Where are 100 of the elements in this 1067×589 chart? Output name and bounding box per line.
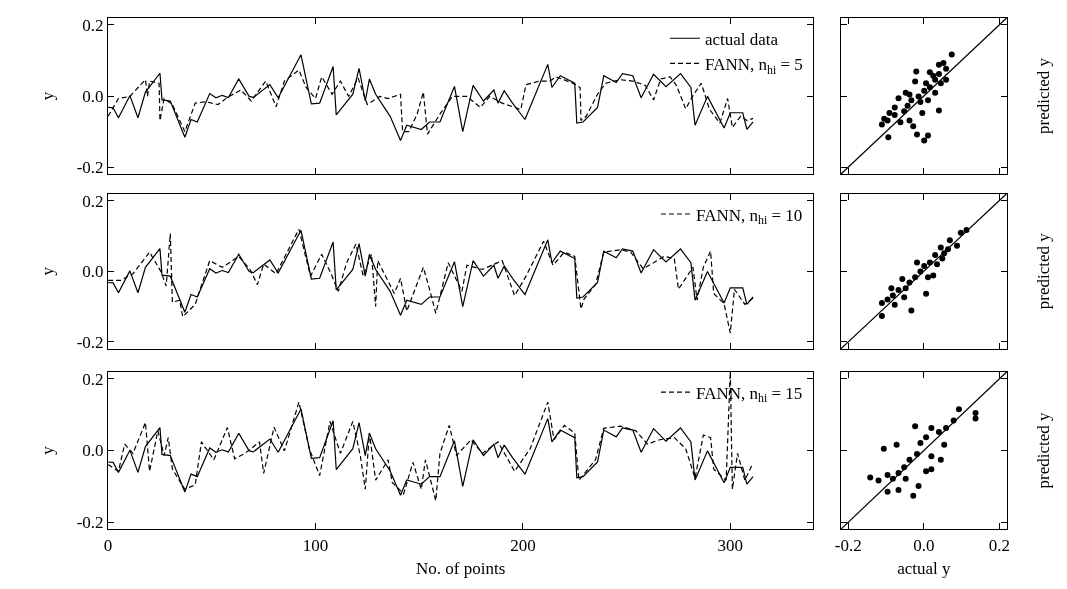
point [880,445,887,452]
point [924,274,931,281]
point [935,107,942,114]
point [928,424,935,431]
point [946,237,953,244]
point [937,244,944,251]
y-tick-label: -0.2 [76,158,104,178]
point [923,290,930,297]
point [902,89,909,96]
point [921,87,928,94]
point [972,409,979,416]
point [948,51,955,58]
point [895,286,902,293]
point [895,486,902,493]
point [891,301,898,308]
point [924,132,931,139]
legend-label: actual data [704,29,779,49]
point [928,466,935,473]
point [932,251,939,258]
point [885,134,892,141]
point [908,307,915,314]
point [891,111,898,118]
point [899,275,906,282]
point [867,474,874,481]
x-axis-title: actual y [897,559,951,579]
point [972,415,979,422]
point [914,451,921,458]
point [928,453,935,460]
point [913,68,920,75]
point [924,97,931,104]
y-axis-title: predicted y [1034,412,1054,489]
point [923,80,930,87]
point [908,97,915,104]
point [939,255,946,262]
point [926,69,933,76]
y-axis-title: predicted y [1034,232,1054,310]
point [884,296,891,303]
point [935,61,942,68]
y-axis-title: y [38,445,58,455]
y-tick-label: 0.2 [82,369,104,389]
point [886,110,893,117]
y-tick-label: 0.2 [82,191,104,211]
point [884,488,891,495]
point [943,65,950,72]
point [875,477,882,484]
legend-label: FANN, n$_{hi}$ = 5 [704,54,803,77]
legend-label: FANN, n$_{hi}$ = 15 [695,383,803,406]
point [921,137,928,144]
point [937,456,944,463]
point [932,89,939,96]
point [943,76,950,83]
y-axis-title: predicted y [1034,57,1054,135]
point [889,292,896,299]
point [915,93,922,100]
point [884,471,891,478]
point [878,121,885,128]
x-tick-label: 100 [302,535,329,555]
x-tick-label: 0.0 [913,535,935,555]
point [910,492,917,499]
point [923,468,930,475]
point [919,110,926,117]
y-axis-title: y [38,266,58,276]
y-tick-label: 0.0 [82,441,104,461]
point [912,423,919,430]
y-tick-label: 0.0 [82,262,104,282]
y-tick-label: -0.2 [76,513,104,533]
x-tick-label: 300 [717,535,744,555]
point [906,456,913,463]
point [888,285,895,292]
point [917,439,924,446]
point [902,475,909,482]
point [910,123,917,130]
y-tick-label: -0.2 [76,332,104,352]
y-tick-label: 0.2 [82,15,104,35]
point [915,482,922,489]
point [955,406,962,413]
point [895,95,902,102]
point [935,70,942,77]
y-axis-title: y [38,91,58,101]
point [891,104,898,111]
point [901,294,908,301]
point [930,72,937,79]
point [912,78,919,85]
point [921,262,928,269]
x-tick-label: -0.2 [834,535,862,555]
point [878,300,885,306]
point [923,434,930,441]
point [914,131,921,138]
x-tick-label: 200 [510,535,536,555]
y-tick-label: 0.0 [82,86,104,106]
point [941,441,948,448]
point [935,428,942,435]
point [906,117,913,124]
point [904,102,911,109]
point [954,242,961,249]
x-tick-label: 0 [103,535,113,555]
x-axis-title: No. of points [416,559,506,579]
point [893,441,900,448]
point [934,261,941,268]
legend-label: FANN, n$_{hi}$ = 10 [695,205,803,228]
